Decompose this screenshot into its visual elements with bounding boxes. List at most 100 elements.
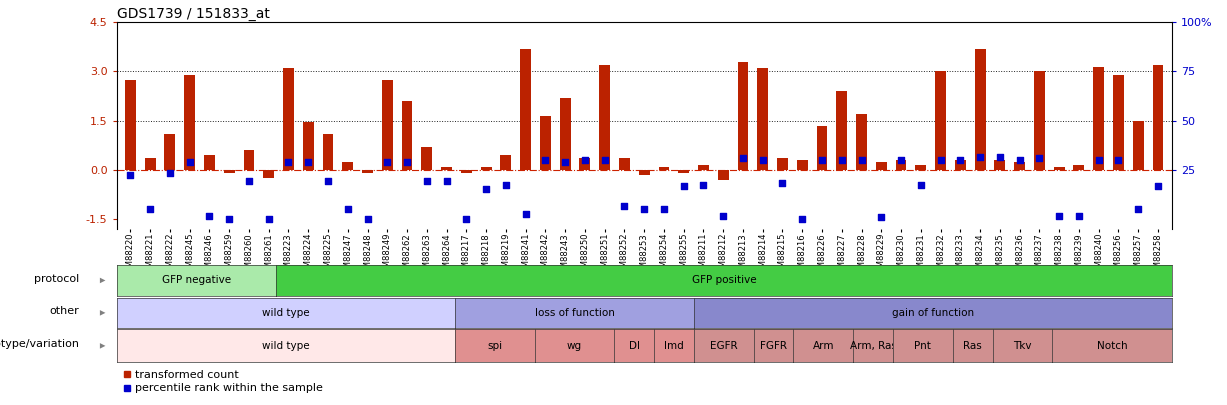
Text: genotype/variation: genotype/variation bbox=[0, 339, 80, 349]
Bar bbox=[481, 166, 492, 170]
Bar bbox=[1113, 75, 1124, 170]
Bar bbox=[618, 158, 629, 170]
Bar bbox=[579, 158, 590, 170]
Bar bbox=[421, 147, 432, 170]
Point bbox=[180, 158, 200, 165]
Bar bbox=[560, 98, 571, 170]
Point bbox=[773, 180, 793, 186]
Bar bbox=[283, 68, 294, 170]
Bar bbox=[1133, 121, 1144, 170]
Point bbox=[713, 213, 733, 219]
Point bbox=[318, 178, 337, 185]
Point bbox=[398, 158, 417, 165]
Point bbox=[1148, 183, 1168, 190]
Bar bbox=[164, 134, 175, 170]
Point bbox=[140, 206, 160, 212]
Bar bbox=[243, 150, 254, 170]
Text: wg: wg bbox=[567, 341, 582, 351]
Bar bbox=[718, 170, 729, 180]
Bar bbox=[540, 116, 551, 170]
Bar bbox=[974, 49, 985, 170]
Point bbox=[476, 186, 496, 193]
Bar bbox=[520, 49, 531, 170]
Text: EGFR: EGFR bbox=[710, 341, 737, 351]
Bar bbox=[915, 165, 926, 170]
Bar bbox=[856, 114, 867, 170]
Point bbox=[535, 157, 555, 163]
Point bbox=[160, 170, 179, 176]
Text: GFP negative: GFP negative bbox=[162, 275, 231, 286]
Bar bbox=[401, 101, 412, 170]
Bar bbox=[461, 170, 471, 173]
Bar bbox=[223, 170, 234, 173]
Bar bbox=[796, 160, 807, 170]
Point bbox=[1109, 157, 1129, 163]
Point bbox=[239, 178, 259, 185]
Text: Notch: Notch bbox=[1097, 341, 1128, 351]
Point bbox=[990, 153, 1010, 160]
Bar bbox=[1015, 162, 1025, 170]
Bar bbox=[837, 91, 847, 170]
Bar bbox=[1093, 66, 1104, 170]
Text: Imd: Imd bbox=[664, 341, 683, 351]
Point bbox=[378, 158, 398, 165]
Bar bbox=[659, 166, 670, 170]
Point bbox=[279, 158, 298, 165]
Bar bbox=[737, 62, 748, 170]
Text: Arm, Ras: Arm, Ras bbox=[850, 341, 897, 351]
Bar bbox=[599, 65, 610, 170]
Point bbox=[852, 157, 871, 163]
Bar bbox=[1152, 65, 1163, 170]
Text: Ras: Ras bbox=[963, 341, 982, 351]
Bar bbox=[994, 160, 1005, 170]
Point bbox=[931, 157, 951, 163]
Point bbox=[812, 157, 832, 163]
Bar bbox=[639, 170, 649, 175]
Point bbox=[120, 171, 140, 178]
Point bbox=[417, 178, 437, 185]
Point bbox=[971, 153, 990, 160]
Bar bbox=[125, 80, 136, 170]
Bar bbox=[876, 162, 887, 170]
Bar bbox=[382, 80, 393, 170]
Bar bbox=[145, 158, 156, 170]
Legend: transformed count, percentile rank within the sample: transformed count, percentile rank withi… bbox=[123, 370, 324, 393]
Point bbox=[693, 181, 713, 188]
Text: other: other bbox=[50, 306, 80, 316]
Text: Tkv: Tkv bbox=[1014, 341, 1032, 351]
Point bbox=[615, 202, 634, 209]
Point bbox=[832, 157, 852, 163]
Point bbox=[298, 158, 318, 165]
Point bbox=[515, 211, 535, 217]
Bar bbox=[1054, 166, 1065, 170]
Bar bbox=[1034, 71, 1045, 170]
Bar bbox=[342, 162, 353, 170]
Bar bbox=[1074, 165, 1085, 170]
Point bbox=[337, 206, 357, 212]
Point bbox=[793, 216, 812, 222]
Point bbox=[891, 157, 910, 163]
Point bbox=[1069, 213, 1088, 219]
Point bbox=[496, 181, 515, 188]
Text: loss of function: loss of function bbox=[535, 308, 615, 318]
Text: spi: spi bbox=[487, 341, 502, 351]
Bar bbox=[501, 155, 512, 170]
Point bbox=[634, 206, 654, 212]
Point bbox=[200, 213, 220, 219]
Text: gain of function: gain of function bbox=[892, 308, 974, 318]
Point bbox=[437, 178, 456, 185]
Text: FGFR: FGFR bbox=[760, 341, 787, 351]
Point bbox=[1049, 213, 1069, 219]
Point bbox=[753, 157, 773, 163]
Bar bbox=[679, 170, 690, 173]
Bar bbox=[698, 165, 709, 170]
Point bbox=[595, 157, 615, 163]
Text: GDS1739 / 151833_at: GDS1739 / 151833_at bbox=[117, 7, 270, 21]
Point bbox=[556, 158, 575, 165]
Text: wild type: wild type bbox=[263, 308, 309, 318]
Point bbox=[575, 157, 595, 163]
Bar bbox=[817, 126, 827, 170]
Point bbox=[910, 181, 930, 188]
Point bbox=[654, 206, 674, 212]
Bar bbox=[362, 170, 373, 173]
